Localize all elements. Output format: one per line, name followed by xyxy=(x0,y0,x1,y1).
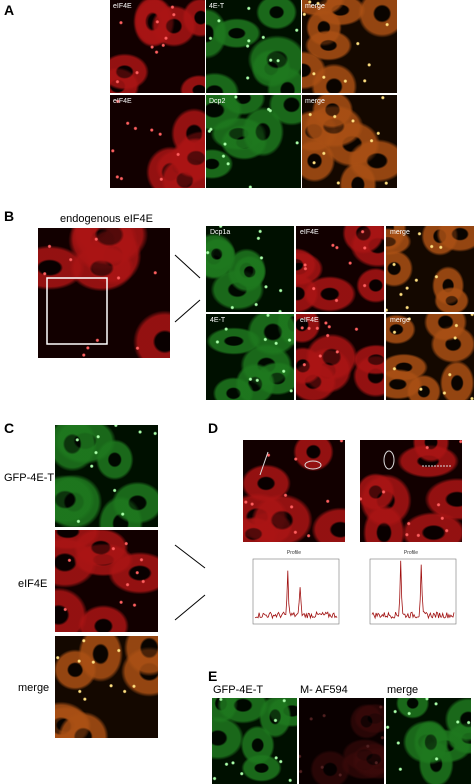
image-label: merge xyxy=(390,229,410,236)
micrograph xyxy=(110,0,205,93)
micrograph xyxy=(296,226,384,312)
micrograph xyxy=(296,314,384,400)
micrograph xyxy=(206,0,301,93)
micrograph xyxy=(243,440,345,542)
image-label: 4E-T xyxy=(209,3,225,10)
image-label: merge xyxy=(390,317,410,324)
micrograph xyxy=(55,425,158,527)
micrograph xyxy=(110,95,205,188)
panel-label: C xyxy=(4,420,15,436)
micrograph xyxy=(386,698,471,784)
image-label: merge xyxy=(305,3,325,10)
micrograph xyxy=(206,226,294,312)
row-label: GFP-4E-T xyxy=(4,472,55,484)
panel-label: A xyxy=(4,2,15,18)
plot-title: Profile xyxy=(287,550,301,556)
micrograph xyxy=(386,226,474,312)
panel-label: B xyxy=(4,208,15,224)
profile-trace xyxy=(254,570,338,620)
image-label: eIF4E xyxy=(300,229,319,236)
micrograph xyxy=(212,698,297,784)
panel-label: D xyxy=(208,420,219,436)
image-label: eIF4E xyxy=(300,317,319,324)
image-label: Dcp1a xyxy=(210,229,231,236)
micrograph xyxy=(55,636,158,738)
profile-trace xyxy=(371,560,455,620)
image-label: 4E-T xyxy=(210,317,226,324)
profile-line xyxy=(259,451,269,476)
micrograph xyxy=(386,314,474,400)
panel-label: E xyxy=(208,668,218,684)
connector-line xyxy=(174,299,201,323)
column-label: merge xyxy=(387,684,419,696)
image-label: merge xyxy=(305,98,325,105)
column-label: GFP-4E-T xyxy=(213,684,264,696)
plot-frame xyxy=(369,558,457,625)
panel-title: endogenous eIF4E xyxy=(60,213,153,225)
connector-line xyxy=(174,544,206,569)
micrograph xyxy=(38,228,170,358)
column-label: M- AF594 xyxy=(300,684,348,696)
region-mark xyxy=(383,450,395,470)
region-mark xyxy=(304,460,322,470)
image-label: Dcp2 xyxy=(209,98,226,105)
row-label: merge xyxy=(18,682,50,694)
micrograph xyxy=(299,698,384,784)
connector-line xyxy=(174,594,206,621)
micrograph xyxy=(55,530,158,632)
micrograph xyxy=(302,0,397,93)
micrograph xyxy=(206,314,294,400)
micrograph xyxy=(360,440,462,542)
row-label: eIF4E xyxy=(18,578,48,590)
zoom-box xyxy=(46,277,108,345)
image-label: eIF4E xyxy=(113,98,132,105)
micrograph xyxy=(206,95,301,188)
connector-line xyxy=(174,254,201,279)
plot-title: Profile xyxy=(404,550,418,556)
image-label: eIF4E xyxy=(113,3,132,10)
micrograph xyxy=(302,95,397,188)
plot-frame xyxy=(252,558,340,625)
